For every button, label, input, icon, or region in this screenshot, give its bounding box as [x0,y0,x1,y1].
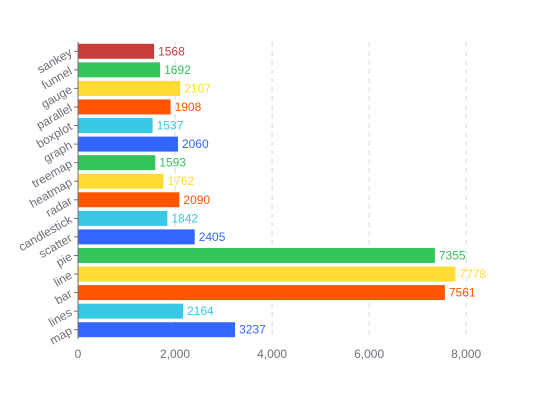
y-tick-label-bar: bar [52,287,74,308]
bar-line[interactable] [78,266,456,282]
value-label-graph: 2060 [182,137,209,151]
value-label-treemap: 1593 [159,156,186,170]
value-label-line: 7778 [459,267,486,281]
value-label-radar: 2090 [183,193,210,207]
bar-heatmap[interactable] [78,173,164,189]
bar-gauge[interactable] [78,80,181,96]
bar-treemap[interactable] [78,155,156,171]
value-label-lines: 2164 [187,304,214,318]
bar-sankey[interactable] [78,43,155,59]
value-label-funnel: 1692 [164,63,191,77]
value-label-boxplot: 1537 [157,119,184,133]
x-tick-label: 4,000 [257,347,287,361]
bar-map[interactable] [78,322,236,338]
x-tick-label: 0 [75,347,82,361]
y-tick-label-line: line [51,268,74,290]
bar-boxplot[interactable] [78,118,153,134]
x-axis: 0 2,000 4,000 6,000 8,000 [75,347,482,361]
value-label-map: 3237 [239,323,266,337]
value-label-gauge: 2107 [184,81,211,95]
bar-candlestick[interactable] [78,210,168,226]
bar-radar[interactable] [78,192,180,208]
bar-pie[interactable] [78,247,435,263]
bar-lines[interactable] [78,303,184,319]
value-label-sankey: 1568 [158,44,185,58]
x-tick-label: 6,000 [354,347,384,361]
x-tick-label: 8,000 [451,347,481,361]
value-label-scatter: 2405 [199,230,226,244]
y-tick-label-lines: lines [46,305,74,329]
y-axis: maplinesbarlinepiescattercandlestickrada… [16,42,79,347]
value-label-pie: 7355 [439,248,466,262]
value-label-candlestick: 1842 [171,211,198,225]
bar-scatter[interactable] [78,229,195,245]
x-tick-label: 2,000 [160,347,190,361]
bars [78,43,456,338]
bar-graph[interactable] [78,136,178,152]
bar-bar[interactable] [78,285,445,301]
value-label-heatmap: 1762 [167,174,194,188]
value-label-parallel: 1908 [175,100,202,114]
value-label-bar: 7561 [449,286,476,300]
bar-funnel[interactable] [78,62,161,78]
bar-parallel[interactable] [78,99,171,115]
